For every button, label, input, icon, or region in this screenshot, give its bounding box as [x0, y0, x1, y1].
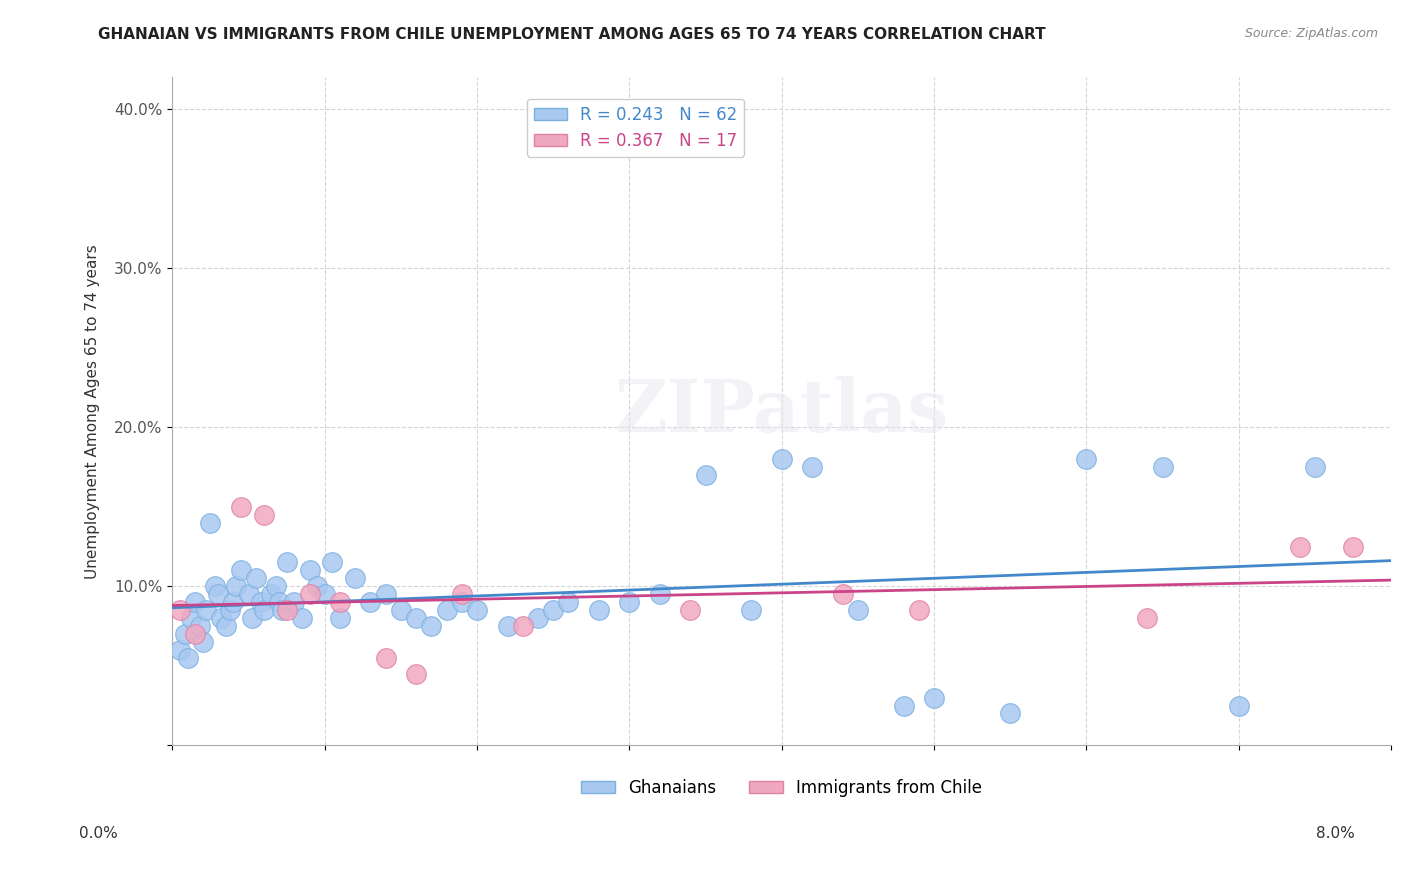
- Point: [238, 587, 260, 601]
- Point: [557, 595, 579, 609]
- Legend: Ghanaians, Immigrants from Chile: Ghanaians, Immigrants from Chile: [575, 772, 988, 804]
- Point: [922, 690, 945, 705]
- Point: [249, 595, 271, 609]
- Point: [846, 603, 869, 617]
- Point: [215, 619, 238, 633]
- Point: [176, 650, 198, 665]
- Point: [374, 587, 396, 601]
- Point: [374, 650, 396, 665]
- Point: [619, 595, 641, 609]
- Y-axis label: Unemployment Among Ages 65 to 74 years: Unemployment Among Ages 65 to 74 years: [86, 244, 100, 579]
- Point: [648, 587, 671, 601]
- Point: [329, 611, 352, 625]
- Point: [998, 706, 1021, 721]
- Point: [1303, 460, 1326, 475]
- Point: [450, 587, 472, 601]
- Point: [253, 603, 276, 617]
- Point: [240, 611, 263, 625]
- Text: GHANAIAN VS IMMIGRANTS FROM CHILE UNEMPLOYMENT AMONG AGES 65 TO 74 YEARS CORRELA: GHANAIAN VS IMMIGRANTS FROM CHILE UNEMPL…: [98, 27, 1046, 42]
- Point: [436, 603, 458, 617]
- Point: [770, 452, 793, 467]
- Point: [420, 619, 443, 633]
- Point: [209, 611, 232, 625]
- Point: [541, 603, 564, 617]
- Point: [1227, 698, 1250, 713]
- Text: ZIPatlas: ZIPatlas: [614, 376, 949, 447]
- Point: [271, 603, 294, 617]
- Point: [267, 595, 290, 609]
- Point: [222, 595, 245, 609]
- Point: [194, 603, 217, 617]
- Point: [276, 603, 298, 617]
- Point: [245, 571, 267, 585]
- Point: [344, 571, 367, 585]
- Point: [173, 627, 195, 641]
- Point: [527, 611, 550, 625]
- Point: [329, 595, 352, 609]
- Point: [450, 595, 472, 609]
- Point: [588, 603, 610, 617]
- Point: [298, 563, 321, 577]
- Point: [389, 603, 412, 617]
- Point: [253, 508, 276, 522]
- Point: [169, 603, 191, 617]
- Point: [184, 627, 207, 641]
- Point: [907, 603, 929, 617]
- Text: Source: ZipAtlas.com: Source: ZipAtlas.com: [1244, 27, 1378, 40]
- Point: [679, 603, 702, 617]
- Point: [1152, 460, 1174, 475]
- Point: [314, 587, 336, 601]
- Point: [1341, 540, 1364, 554]
- Point: [260, 587, 283, 601]
- Point: [496, 619, 519, 633]
- Point: [465, 603, 488, 617]
- Point: [512, 619, 534, 633]
- Point: [283, 595, 305, 609]
- Point: [291, 611, 314, 625]
- Point: [801, 460, 824, 475]
- Point: [200, 516, 222, 530]
- Text: 8.0%: 8.0%: [1316, 827, 1355, 841]
- Point: [405, 611, 427, 625]
- Point: [229, 563, 252, 577]
- Point: [276, 556, 298, 570]
- Point: [225, 579, 247, 593]
- Point: [359, 595, 381, 609]
- Point: [307, 579, 329, 593]
- Point: [695, 467, 717, 482]
- Point: [184, 595, 207, 609]
- Point: [298, 587, 321, 601]
- Point: [188, 619, 211, 633]
- Point: [405, 666, 427, 681]
- Point: [1076, 452, 1098, 467]
- Point: [207, 587, 229, 601]
- Point: [740, 603, 762, 617]
- Point: [321, 556, 343, 570]
- Point: [893, 698, 915, 713]
- Point: [219, 603, 242, 617]
- Point: [204, 579, 226, 593]
- Point: [180, 611, 202, 625]
- Point: [169, 643, 191, 657]
- Point: [229, 500, 252, 514]
- Point: [831, 587, 853, 601]
- Point: [191, 635, 214, 649]
- Point: [264, 579, 287, 593]
- Point: [1288, 540, 1310, 554]
- Point: [1136, 611, 1159, 625]
- Text: 0.0%: 0.0%: [79, 827, 118, 841]
